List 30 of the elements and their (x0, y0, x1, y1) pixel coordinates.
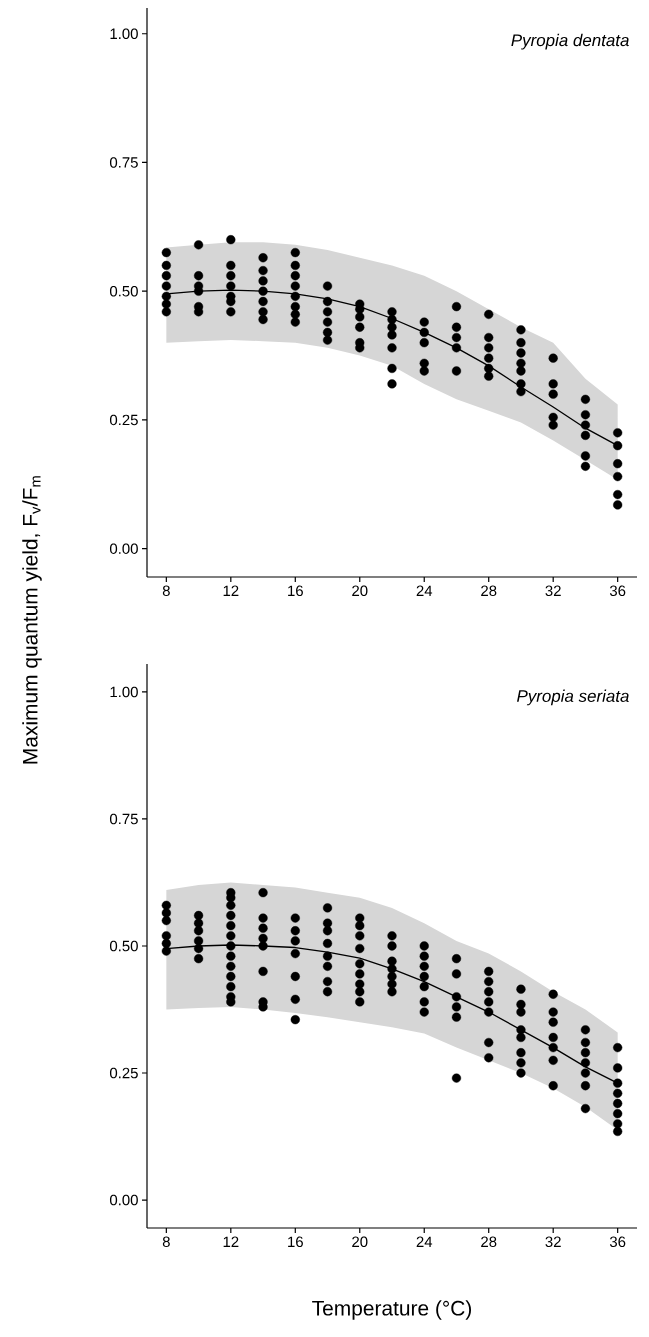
x-tick-label: 28 (481, 585, 497, 597)
x-tick-label: 24 (416, 585, 433, 596)
text: Pyropia dentata (511, 33, 629, 50)
y-tick-label: 0.75 (109, 813, 138, 825)
x-tick-label: 16 (288, 585, 303, 597)
text: Pyropia seriata (517, 689, 629, 706)
x-tick-label: 36 (609, 585, 626, 597)
y-tick-label: 0.25 (109, 1067, 138, 1079)
y-tick-label: 0.00 (109, 543, 138, 554)
x-tick-label: 32 (545, 1236, 561, 1248)
x-tick-label: 32 (545, 585, 561, 597)
y-tick-label: 1.00 (110, 686, 138, 698)
x-tick-label: 12 (223, 585, 239, 596)
y-axis-title: Maximum quantum yield, F$_{v}$/F$_{m}$ (22, 476, 42, 764)
x-tick-label: 8 (162, 585, 170, 597)
y-tick-label: 0.75 (109, 157, 138, 168)
x-tick-label: 16 (288, 1236, 303, 1248)
y-tick-label: 1.00 (110, 28, 138, 40)
x-tick-label: 20 (352, 585, 368, 597)
x-tick-label: 36 (609, 1236, 626, 1248)
x-tick-label: 24 (416, 1236, 433, 1247)
x-tick-label: 8 (162, 1236, 170, 1248)
x-tick-label: 20 (352, 1236, 368, 1248)
y-tick-label: 0.00 (109, 1194, 138, 1206)
y-tick-label: 0.50 (109, 940, 138, 952)
y-tick-label: 0.50 (109, 285, 138, 297)
x-tick-label: 28 (481, 1236, 497, 1248)
x-axis-title: Temperature (°C) (312, 1300, 472, 1320)
y-tick-label: 0.25 (109, 414, 138, 426)
x-tick-label: 12 (223, 1236, 239, 1247)
